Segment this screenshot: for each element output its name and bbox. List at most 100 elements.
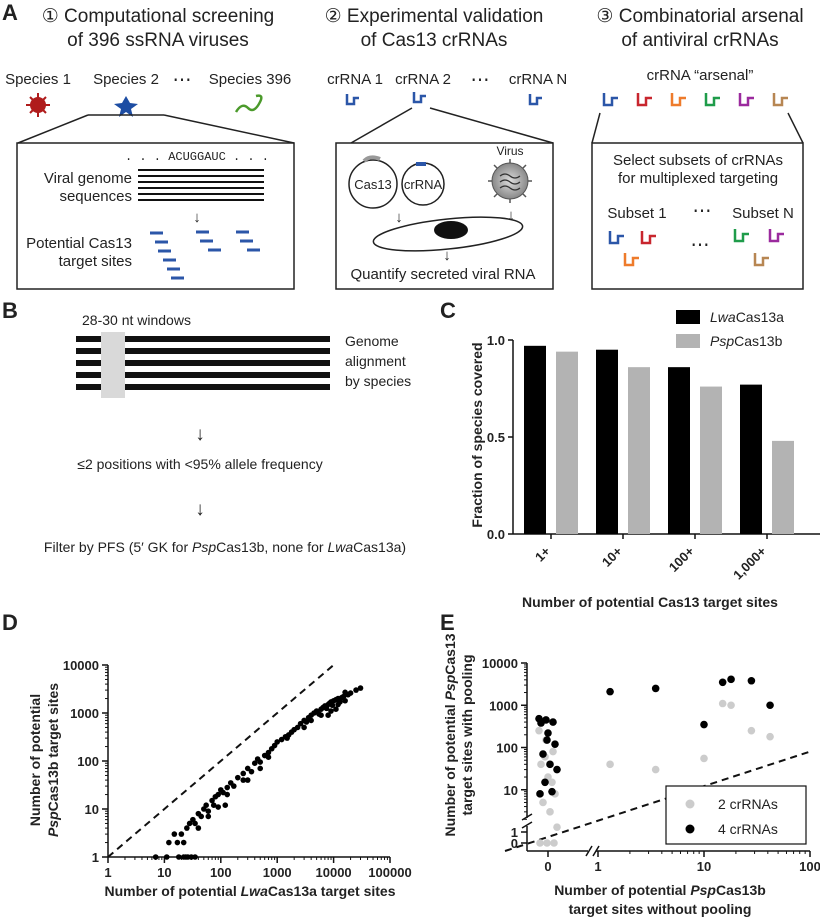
d-ytick-label: 1000: [70, 706, 99, 721]
e-point-2crrna: [549, 747, 557, 756]
d-ytick-label: 1: [92, 850, 99, 865]
legend-swatch-lwa: [676, 310, 700, 324]
species-396-label: Species 396: [209, 71, 292, 88]
e-point-2crrna: [537, 760, 545, 769]
e-point-4crrna: [766, 701, 774, 710]
step3-box: [591, 142, 804, 290]
arsenal-crrna-6-icon: [772, 93, 788, 107]
e-point-4crrna: [544, 729, 552, 737]
genome-label-2: sequences: [59, 188, 132, 205]
criterion-label: ≤2 positions with <95% allele frequency: [77, 456, 322, 472]
e-y-axis-break: [521, 821, 533, 829]
d-data-point: [224, 791, 231, 798]
virus-label: Virus: [496, 144, 523, 158]
d-data-point: [192, 854, 198, 860]
arsenal-crrna-1-icon: [602, 93, 618, 107]
d-data-point: [333, 706, 339, 712]
d-data-point: [152, 854, 159, 860]
panel-e: E Number of potential PspCas13 target si…: [440, 610, 820, 917]
crrna-plasmid-icon: [401, 162, 445, 206]
funnel3-right: [787, 112, 804, 144]
step2-title-line1: ② Experimental validation: [325, 6, 544, 27]
virus-particle-icon: [488, 159, 532, 203]
b-arrow-2: ↓: [195, 499, 205, 520]
crrna-2-label: crRNA 2: [395, 71, 451, 88]
d-data-point: [248, 768, 255, 775]
d-data-point: [240, 770, 247, 777]
d-xtick-label: 1000: [263, 865, 292, 880]
genome-lines: [138, 169, 264, 201]
step2-arrow-bottom: ↓: [443, 247, 451, 264]
d-data-point: [224, 784, 231, 791]
e-point-4crrna: [543, 736, 551, 744]
c-ytick-label: 0.5: [487, 430, 505, 445]
windows-label: 28-30 nt windows: [82, 312, 191, 328]
genome-alignment-2: alignment: [345, 353, 406, 369]
c-bar-lwa-1: [524, 345, 546, 534]
e-point-2crrna: [718, 699, 727, 708]
crrna-1-label: crRNA 1: [327, 71, 383, 88]
e-point-2crrna: [747, 726, 756, 735]
c-plot-area: 0.0 0.5 1.0 1+ 10+ 100+ 1,000+: [487, 333, 820, 582]
e-point-2crrna: [606, 760, 614, 769]
e-point-2crrna: [553, 823, 561, 831]
crrna-icons: [345, 92, 542, 106]
c-xlabel: Number of potential Cas13 target sites: [522, 594, 778, 610]
c-bar-lwa-2: [596, 349, 618, 534]
target-label-2: target sites: [59, 253, 132, 270]
subset-ellipsis-1: ⋯: [693, 201, 712, 222]
arsenal-crrna-3-icon: [670, 93, 686, 107]
panel-label-d: D: [2, 610, 18, 635]
b-arrow-1: ↓: [195, 424, 205, 445]
d-data-point: [184, 825, 190, 831]
d-data-point: [342, 697, 348, 704]
genome-alignment-1: Genome: [345, 333, 399, 349]
c-ylabel: Fraction of species covered: [469, 342, 485, 527]
d-data-point: [174, 839, 181, 846]
legend-4crrna-marker: [685, 824, 695, 834]
e-point-4crrna: [546, 760, 554, 769]
d-data-point: [353, 687, 359, 693]
funnel-right: [163, 114, 295, 144]
target-label-1: Potential Cas13: [26, 235, 132, 252]
e-ytick-label: 10: [504, 783, 518, 798]
target-site-marks: [150, 230, 260, 280]
d-data-point: [284, 735, 290, 741]
e-ytick-label: 1: [511, 825, 518, 840]
subset-crrna-icons: [608, 229, 784, 267]
funnel3-left: [591, 112, 601, 144]
e-point-2crrna: [727, 701, 735, 710]
e-xtick-label: 0: [544, 859, 551, 874]
d-data-point: [325, 712, 331, 718]
cas13-label: Cas13: [354, 177, 392, 192]
step2-arrow-right: ↓: [507, 207, 515, 224]
e-x-axis-break: [592, 845, 600, 857]
e-point-4crrna: [651, 684, 660, 693]
e-point-2crrna: [535, 726, 543, 735]
subset-crrna-5-icon: [768, 229, 784, 243]
e-y-axis-break: [521, 813, 533, 821]
e-ytick-label: 1000: [489, 698, 518, 713]
e-ytick-label: 10000: [482, 656, 518, 671]
c-bar-psp-4: [772, 440, 794, 534]
step1-title-line1: ① Computational screening: [42, 6, 275, 27]
d-data-point: [180, 839, 187, 846]
subset-ellipsis-2: ⋯: [691, 235, 710, 256]
e-point-4crrna: [551, 740, 559, 748]
select-label-1: Select subsets of crRNAs: [613, 152, 783, 169]
legend-2crrna-label: 2 crRNAs: [718, 796, 778, 812]
e-ylabel-1: Number of potential PspCas13: [442, 633, 458, 836]
d-data-point: [195, 825, 202, 831]
d-xtick-label: 10: [157, 865, 171, 880]
c-xtick-label: 1+: [532, 543, 553, 564]
d-data-point: [209, 797, 215, 804]
d-data-point: [210, 802, 217, 808]
quantify-label: Quantify secreted viral RNA: [350, 266, 535, 283]
d-data-point: [303, 719, 310, 725]
select-label-2: for multiplexed targeting: [618, 170, 778, 187]
subset-crrna-1-icon: [608, 231, 624, 245]
red-virus-icon: [26, 93, 50, 117]
d-xlabel: Number of potential LwaCas13a target sit…: [105, 883, 396, 899]
window-highlight: [101, 332, 125, 398]
